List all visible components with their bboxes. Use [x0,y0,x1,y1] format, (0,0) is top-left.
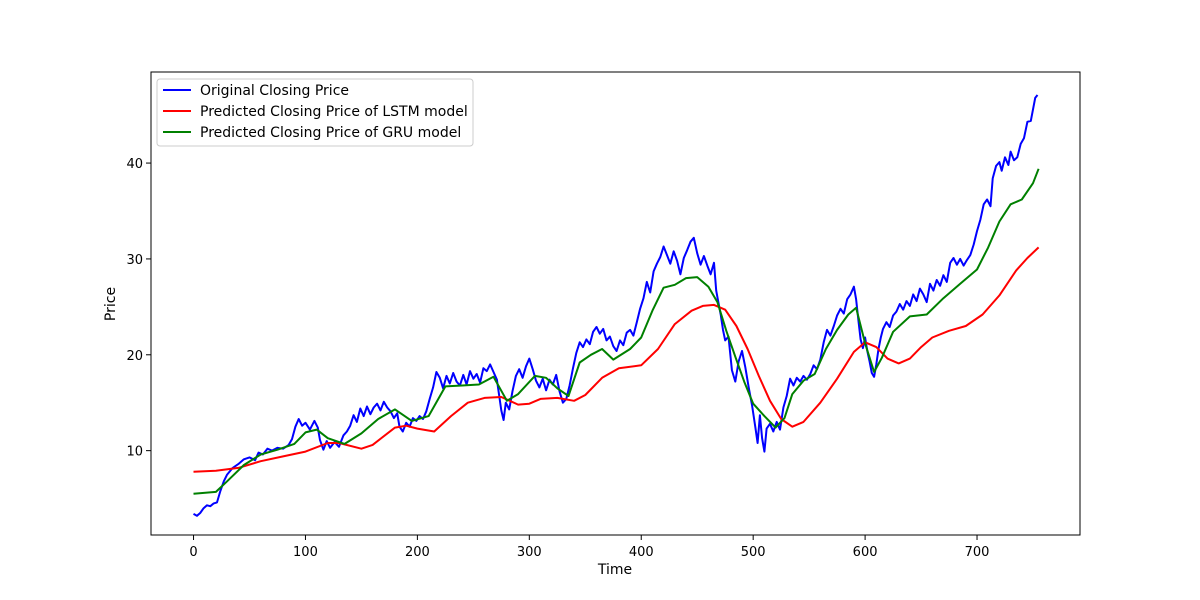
x-axis: 0 100 200 300 400 500 600 700 [189,535,989,560]
series-layer [193,94,1040,517]
x-tick-label: 300 [517,545,542,560]
x-tick-label: 600 [853,545,878,560]
y-tick-label: 40 [126,157,143,172]
series-line-1 [193,246,1040,473]
plot-frame [150,71,1081,536]
legend-box [156,78,474,147]
series-line-0 [193,94,1039,517]
y-axis: 10 20 30 40 [126,157,151,460]
legend-label-gru: Predicted Closing Price of GRU model [200,125,461,141]
x-tick-label: 500 [741,545,766,560]
x-tick-label: 100 [293,545,318,560]
y-tick-label: 30 [126,253,143,268]
legend: Original Closing Price Predicted Closing… [156,78,474,147]
x-tick-label: 400 [629,545,654,560]
y-tick-label: 10 [126,445,143,460]
series-line-2 [193,168,1040,495]
y-tick-label: 20 [126,349,143,364]
x-tick-label: 0 [189,545,197,560]
legend-label-lstm: Predicted Closing Price of LSTM model [200,104,468,120]
y-axis-label: Price [103,287,119,321]
x-tick-label: 700 [965,545,990,560]
legend-label-original: Original Closing Price [200,83,349,99]
x-tick-label: 200 [405,545,430,560]
x-axis-label: Time [597,562,632,578]
